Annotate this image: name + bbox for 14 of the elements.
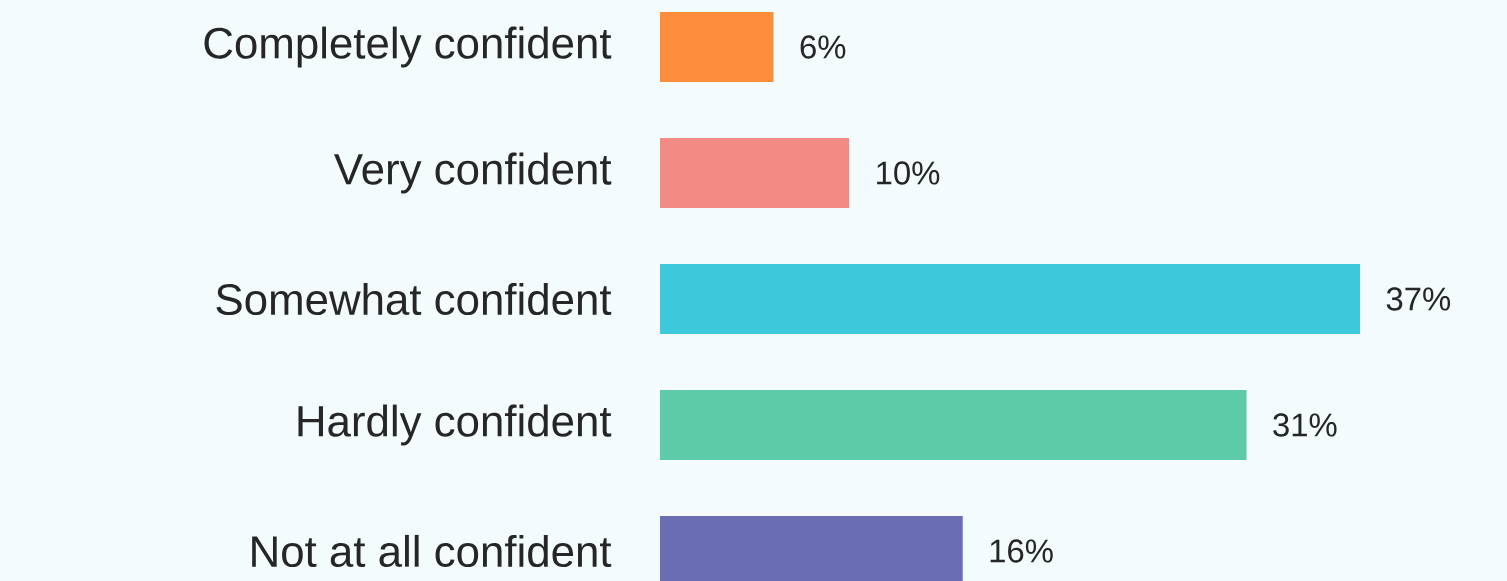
data-label: 16% [990, 539, 1053, 563]
y-tick-label: Hardly confident [298, 404, 612, 446]
y-tick-label: Not at all confident [252, 534, 612, 568]
bar [660, 264, 1361, 334]
y-tick-label: Very confident [334, 152, 612, 194]
data-label: 6% [800, 35, 846, 59]
bar [660, 12, 774, 83]
data-label: 37% [1386, 287, 1451, 311]
bar [660, 390, 1247, 461]
data-label: 31% [1273, 413, 1337, 437]
data-label: 10% [877, 161, 940, 185]
y-tick-label: Somewhat confident [216, 282, 612, 316]
bar [660, 138, 850, 209]
y-tick-label: Completely confident [204, 26, 612, 68]
